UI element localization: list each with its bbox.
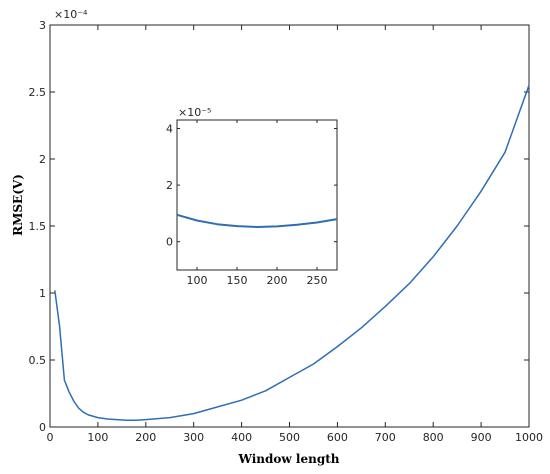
main-x-tick-label: 100 (87, 431, 108, 444)
main-y-tick-label: 2 (39, 153, 46, 166)
inset-x-tick-label: 100 (187, 274, 208, 287)
main-x-tick-label: 900 (471, 431, 492, 444)
main-x-tick-label: 200 (135, 431, 156, 444)
main-x-tick-label: 800 (423, 431, 444, 444)
main-x-tick-label: 600 (327, 431, 348, 444)
inset-x-tick-label: 250 (307, 274, 328, 287)
main-x-tick-label: 0 (47, 431, 54, 444)
inset-y-exponent-label: ×10⁻⁵ (178, 106, 211, 119)
main-y-tick-label: 0 (39, 421, 46, 434)
main-x-tick-label: 400 (231, 431, 252, 444)
main-x-tick-label: 700 (375, 431, 396, 444)
main-y-tick-label: 0.5 (29, 354, 47, 367)
main-x-tick-label: 300 (183, 431, 204, 444)
inset-x-tick-label: 200 (267, 274, 288, 287)
inset-y-tick-label: 0 (166, 236, 173, 249)
inset-axes: 100 150 200 250 0 2 4 (166, 119, 338, 287)
inset-y-tick-label: 2 (166, 179, 173, 192)
main-y-tick-label: 1 (39, 287, 46, 300)
inset-x-tick-label: 150 (227, 274, 248, 287)
inset-plot-frame (176, 119, 338, 271)
main-y-tick-label: 1.5 (29, 220, 47, 233)
x-axis-label: Window length (237, 452, 339, 466)
main-x-tick-label: 500 (279, 431, 300, 444)
inset-series-line-0 (176, 213, 338, 228)
main-y-tick-label: 3 (39, 19, 46, 32)
y-axis-label: RMSE(V) (11, 174, 25, 236)
main-y-tick-label: 2.5 (29, 86, 47, 99)
main-series-line-0 (54, 85, 530, 422)
inset-y-tick-label: 4 (166, 122, 173, 135)
main-y-exponent-label: ×10⁻⁴ (54, 8, 88, 21)
main-x-tick-label: 1000 (515, 431, 543, 444)
